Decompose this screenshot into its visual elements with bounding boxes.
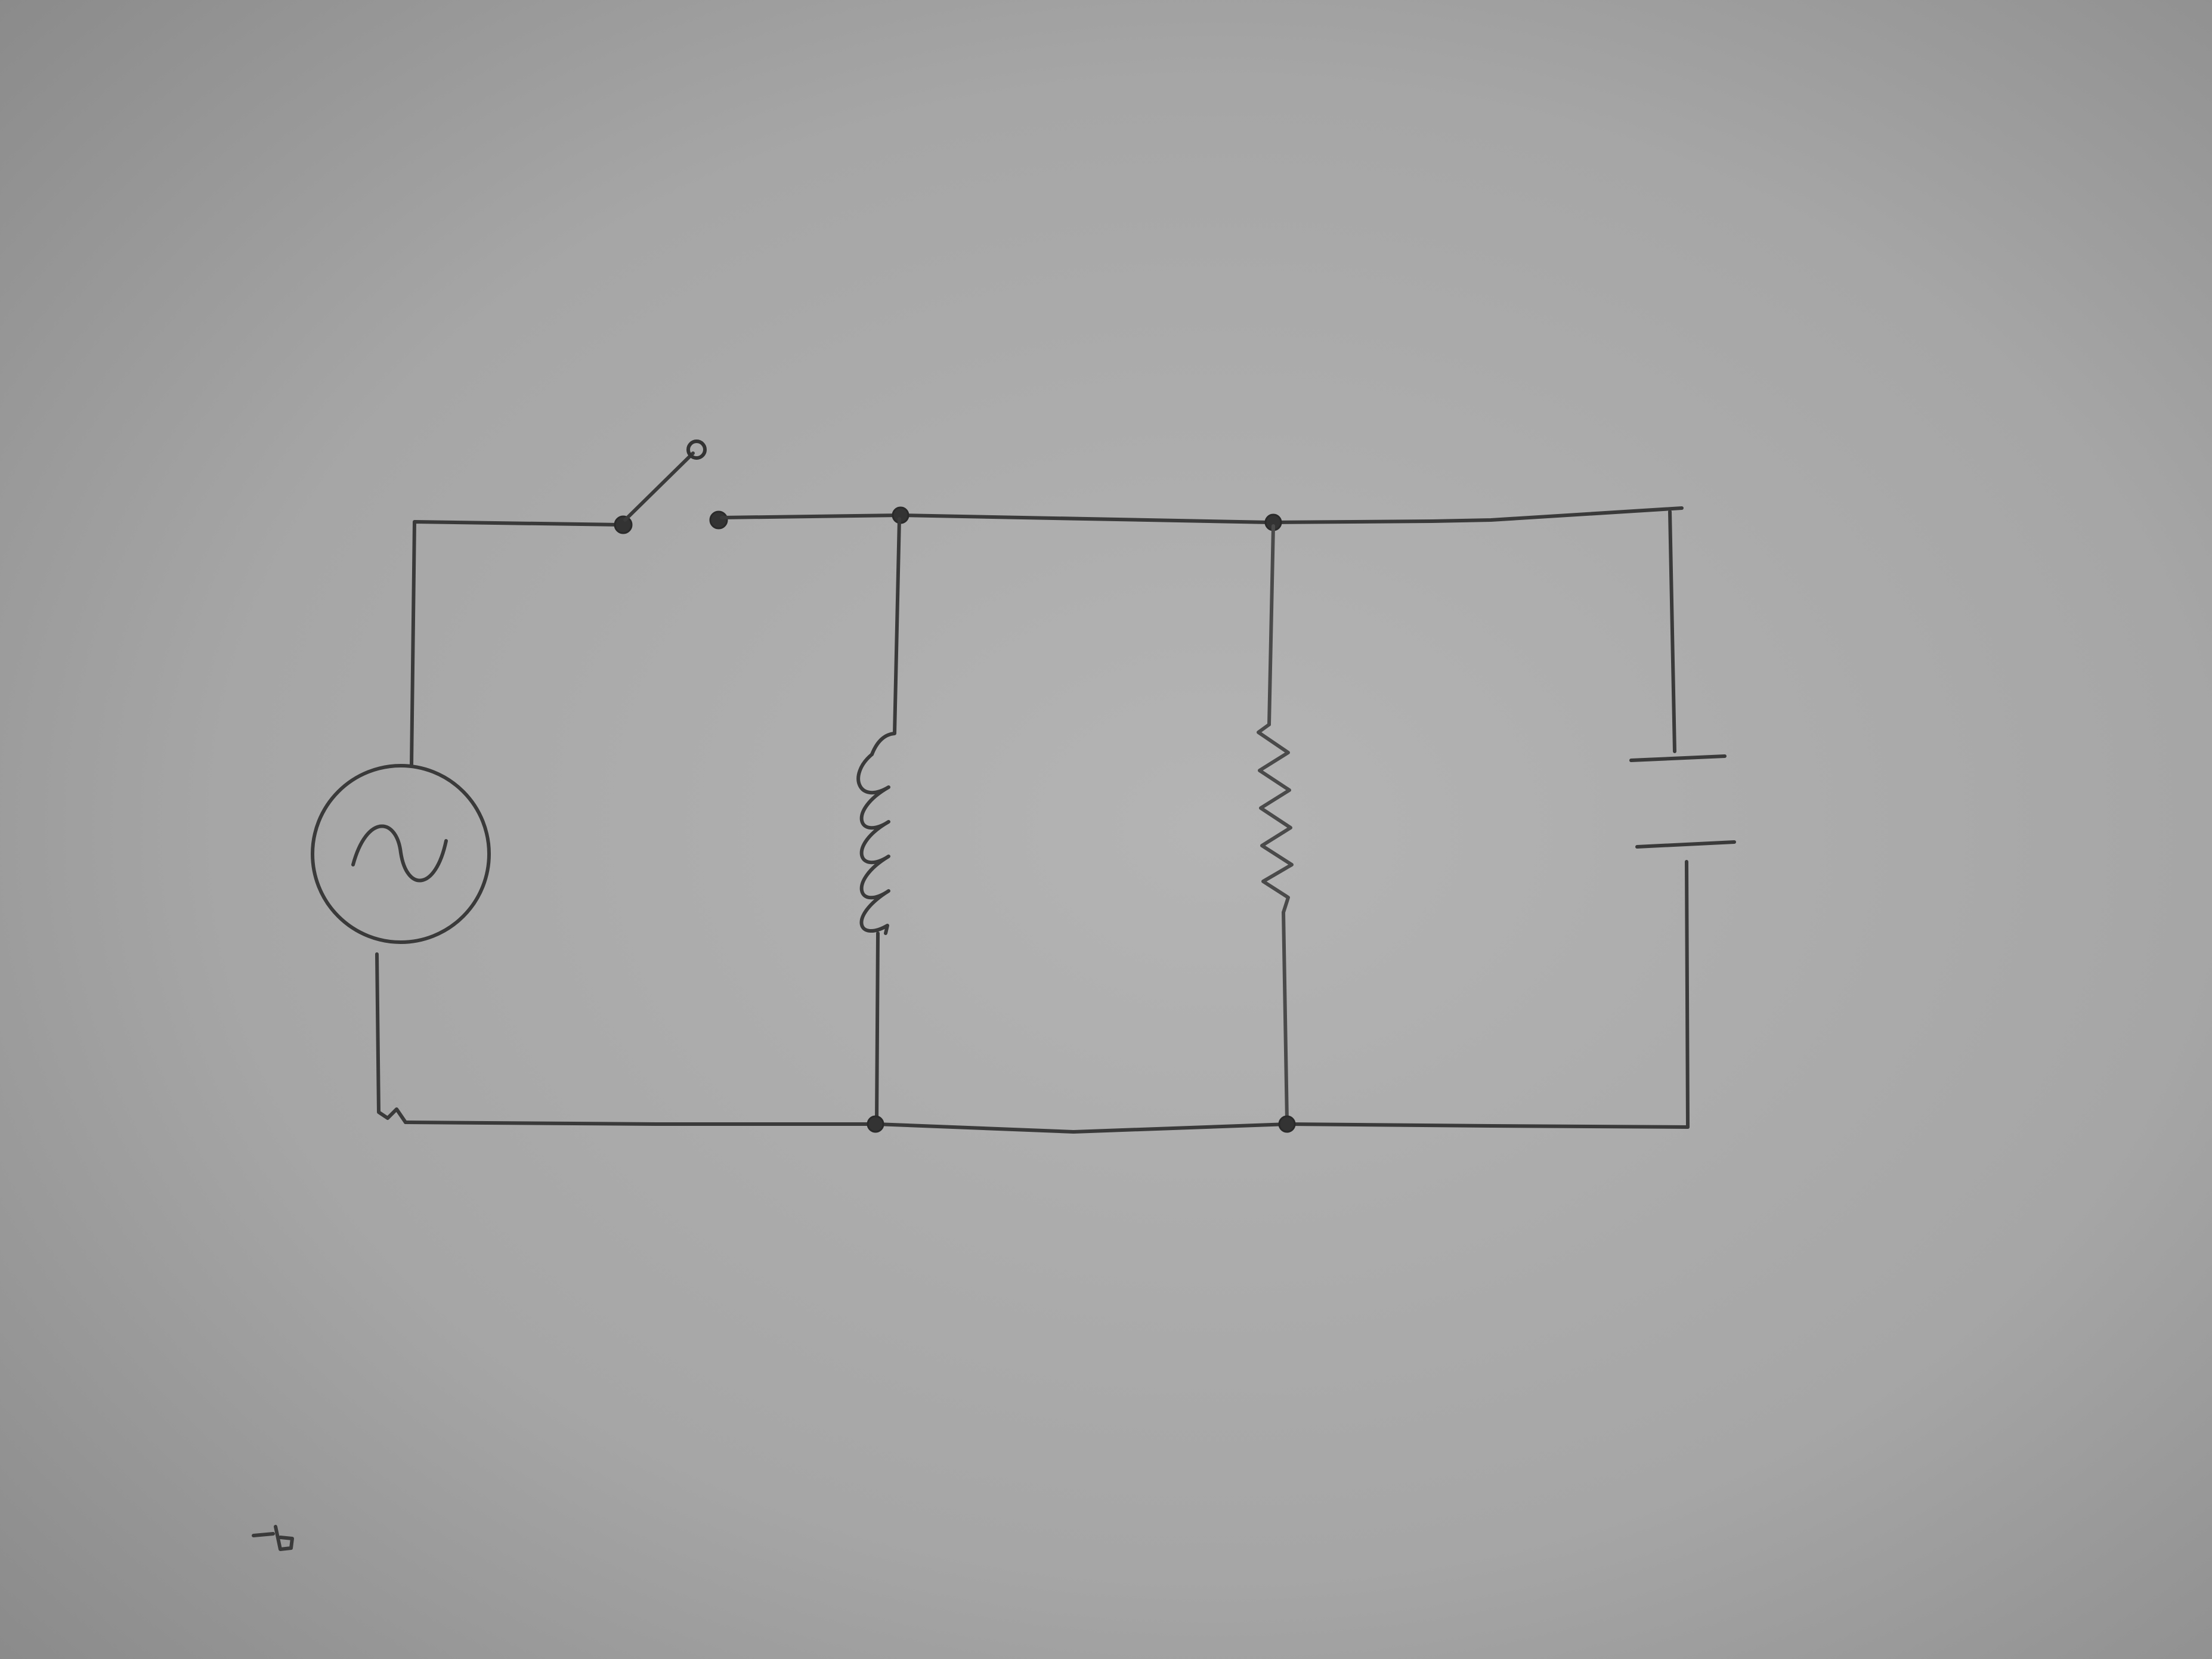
capacitor-plate-bottom bbox=[1635, 840, 1736, 849]
capacitor bbox=[1629, 510, 1736, 1129]
wire-bottom-rail bbox=[404, 1121, 1690, 1134]
resistor-zigzag bbox=[1257, 723, 1294, 914]
wire-capacitor-top bbox=[1668, 510, 1676, 753]
switch-contact-right bbox=[709, 510, 728, 530]
wire-resistor-top bbox=[1267, 524, 1275, 726]
wire-top-rail bbox=[720, 506, 1684, 524]
switch-blade-tip bbox=[686, 439, 707, 460]
capacitor-plate-top bbox=[1629, 754, 1727, 762]
switch bbox=[614, 439, 728, 534]
ac-source-circle bbox=[311, 764, 491, 944]
sine-wave-icon bbox=[351, 824, 448, 883]
inductor bbox=[856, 517, 901, 1123]
wire-resistor-bottom bbox=[1282, 911, 1289, 1123]
wire-inductor-top bbox=[870, 517, 901, 756]
wire-source-top bbox=[410, 520, 622, 767]
switch-blade bbox=[623, 451, 695, 522]
junction-bottom-inductor bbox=[867, 1115, 884, 1133]
inductor-coil bbox=[856, 753, 890, 935]
wire-inductor-bottom bbox=[875, 931, 880, 1123]
resistor bbox=[1257, 524, 1294, 1123]
switch-contact-left bbox=[614, 515, 633, 534]
wire-capacitor-bottom bbox=[1685, 860, 1690, 1129]
wire-source-bottom bbox=[375, 952, 407, 1124]
pencil-mark bbox=[252, 1525, 294, 1551]
ac-source bbox=[311, 764, 491, 944]
junction-bottom-resistor bbox=[1278, 1115, 1296, 1133]
